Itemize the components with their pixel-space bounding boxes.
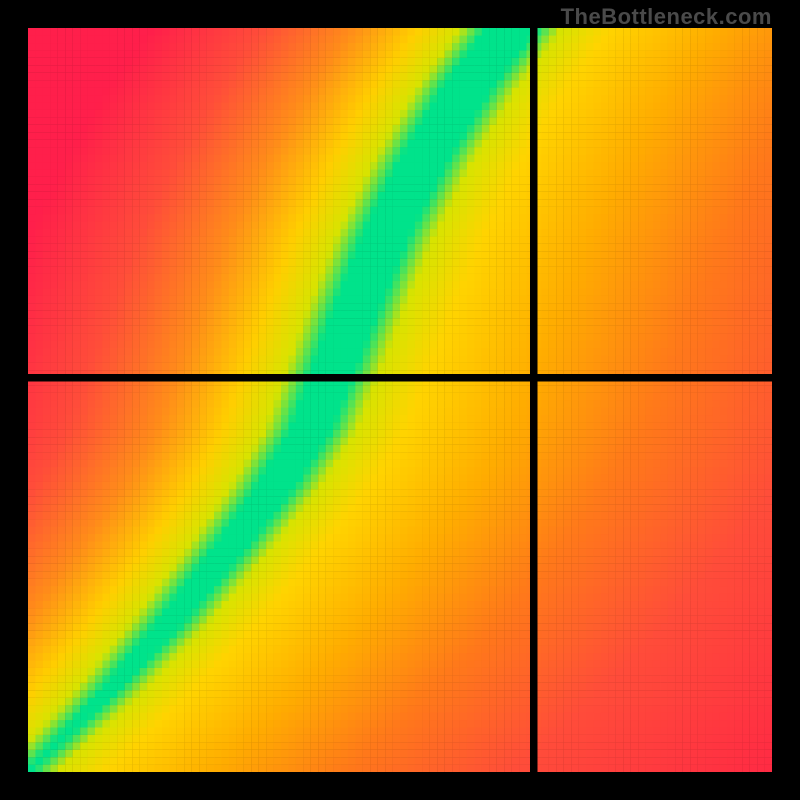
chart-container: TheBottleneck.com bbox=[0, 0, 800, 800]
heatmap-cells bbox=[28, 28, 772, 772]
bottleneck-heatmap bbox=[28, 28, 772, 772]
crosshair-marker bbox=[530, 374, 538, 382]
watermark-text: TheBottleneck.com bbox=[561, 4, 772, 30]
